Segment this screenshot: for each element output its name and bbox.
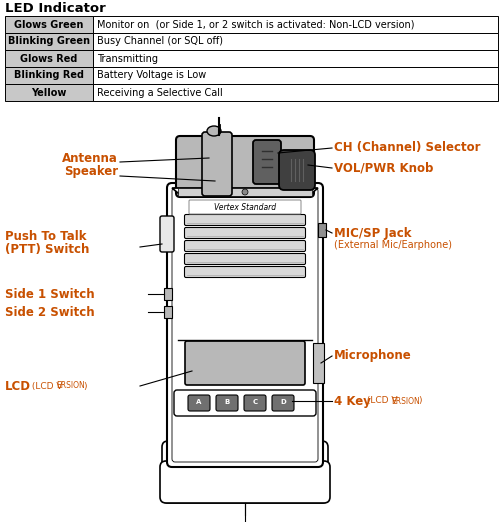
- Circle shape: [242, 189, 248, 195]
- Text: D: D: [280, 399, 286, 405]
- Text: MIC/SP Jack: MIC/SP Jack: [334, 227, 411, 240]
- Text: (PTT) Switch: (PTT) Switch: [5, 243, 90, 255]
- Polygon shape: [172, 188, 318, 193]
- FancyBboxPatch shape: [162, 441, 328, 503]
- Bar: [313, 343, 324, 383]
- FancyBboxPatch shape: [244, 395, 266, 411]
- Text: Vertex Standard: Vertex Standard: [214, 203, 276, 211]
- Text: Busy Channel (or SQL off): Busy Channel (or SQL off): [97, 37, 223, 46]
- Bar: [93, 33, 498, 50]
- Text: (LCD V: (LCD V: [29, 382, 62, 390]
- Text: Blinking Green: Blinking Green: [8, 37, 90, 46]
- FancyBboxPatch shape: [185, 267, 305, 278]
- FancyBboxPatch shape: [176, 136, 314, 197]
- Text: Transmitting: Transmitting: [97, 53, 158, 64]
- Text: B: B: [224, 399, 230, 405]
- Text: Antenna: Antenna: [62, 151, 118, 164]
- Text: ERSION: ERSION: [391, 397, 420, 406]
- Bar: [93, 50, 498, 67]
- FancyBboxPatch shape: [185, 341, 305, 385]
- Ellipse shape: [207, 126, 221, 136]
- FancyBboxPatch shape: [160, 216, 174, 252]
- Text: ): ): [418, 397, 422, 406]
- Text: Push To Talk: Push To Talk: [5, 231, 87, 243]
- FancyBboxPatch shape: [185, 254, 305, 265]
- Text: Glows Red: Glows Red: [20, 53, 77, 64]
- Bar: [93, 16, 498, 33]
- FancyBboxPatch shape: [202, 132, 232, 196]
- Bar: [178, 188, 312, 196]
- Text: 4 Key: 4 Key: [334, 395, 371, 408]
- FancyBboxPatch shape: [185, 241, 305, 252]
- FancyBboxPatch shape: [216, 395, 238, 411]
- FancyBboxPatch shape: [279, 150, 315, 190]
- Text: ERSION: ERSION: [56, 382, 85, 390]
- Text: Side 1 Switch: Side 1 Switch: [5, 288, 95, 301]
- FancyBboxPatch shape: [160, 461, 330, 503]
- Bar: [318, 223, 326, 237]
- FancyBboxPatch shape: [167, 183, 323, 467]
- Text: LCD: LCD: [5, 379, 31, 393]
- FancyBboxPatch shape: [185, 228, 305, 239]
- Text: Speaker: Speaker: [64, 165, 118, 179]
- Bar: [164, 306, 172, 318]
- Bar: [5, 50, 93, 67]
- Text: Yellow: Yellow: [31, 88, 67, 98]
- Text: Monitor on  (or Side 1, or 2 switch is activated: Non-LCD version): Monitor on (or Side 1, or 2 switch is ac…: [97, 19, 414, 30]
- Text: LED Indicator: LED Indicator: [5, 2, 106, 15]
- FancyBboxPatch shape: [185, 215, 305, 226]
- FancyBboxPatch shape: [188, 395, 210, 411]
- Bar: [5, 84, 93, 101]
- FancyBboxPatch shape: [189, 200, 301, 214]
- FancyBboxPatch shape: [253, 140, 281, 184]
- Bar: [5, 33, 93, 50]
- Bar: [5, 67, 93, 84]
- Text: (External Mic/Earphone): (External Mic/Earphone): [334, 240, 452, 250]
- Text: Side 2 Switch: Side 2 Switch: [5, 305, 95, 318]
- Bar: [164, 288, 172, 300]
- Text: Blinking Red: Blinking Red: [14, 70, 84, 80]
- Bar: [93, 84, 498, 101]
- Text: Receiving a Selective Call: Receiving a Selective Call: [97, 88, 223, 98]
- Text: Microphone: Microphone: [334, 350, 412, 362]
- Text: Glows Green: Glows Green: [14, 19, 83, 30]
- Text: Battery Voltage is Low: Battery Voltage is Low: [97, 70, 206, 80]
- FancyBboxPatch shape: [272, 395, 294, 411]
- FancyBboxPatch shape: [174, 390, 316, 416]
- Text: (LCD V: (LCD V: [364, 397, 397, 406]
- Text: A: A: [196, 399, 202, 405]
- Bar: [93, 67, 498, 84]
- Text: ): ): [83, 382, 87, 390]
- Bar: [5, 16, 93, 33]
- Text: CH (Channel) Selector: CH (Channel) Selector: [334, 141, 480, 155]
- Text: VOL/PWR Knob: VOL/PWR Knob: [334, 161, 434, 174]
- Text: C: C: [253, 399, 258, 405]
